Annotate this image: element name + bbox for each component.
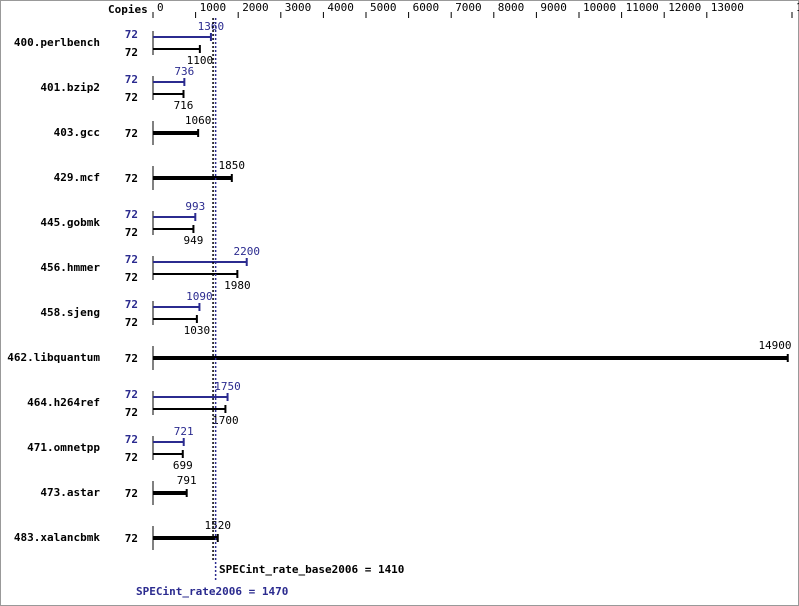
copies-label: 72 — [125, 451, 138, 464]
value-label: 1090 — [186, 290, 213, 303]
value-label: 1750 — [214, 380, 241, 393]
reference-label: SPECint_rate2006 = 1470 — [136, 585, 288, 598]
copies-label: 72 — [125, 73, 138, 86]
copies-label: 72 — [125, 433, 138, 446]
copies-label: 72 — [125, 532, 138, 545]
copies-label: 72 — [125, 271, 138, 284]
category-label: 473.astar — [40, 486, 100, 499]
x-tick-label: 8000 — [498, 1, 525, 14]
x-tick-label: 7000 — [455, 1, 482, 14]
value-label: 1360 — [198, 20, 225, 33]
category-label: 429.mcf — [54, 171, 100, 184]
copies-label: 72 — [125, 127, 138, 140]
category-label: 400.perlbench — [14, 36, 100, 49]
value-label: 993 — [185, 200, 205, 213]
value-label: 791 — [177, 474, 197, 487]
copies-label: 72 — [125, 28, 138, 41]
copies-label: 72 — [125, 298, 138, 311]
x-tick-label: 6000 — [413, 1, 440, 14]
x-tick-label: 4000 — [327, 1, 354, 14]
value-label: 1100 — [187, 54, 214, 67]
x-tick-label: 2000 — [242, 1, 269, 14]
value-label: 1060 — [185, 114, 212, 127]
copies-label: 72 — [125, 208, 138, 221]
copies-label: 72 — [125, 46, 138, 59]
x-tick-label: 15000 — [796, 1, 799, 14]
value-label: 699 — [173, 459, 193, 472]
value-label: 1980 — [224, 279, 251, 292]
copies-label: 72 — [125, 226, 138, 239]
x-tick-label: 12000 — [668, 1, 701, 14]
value-label: 949 — [183, 234, 203, 247]
copies-label: 72 — [125, 388, 138, 401]
value-label: 1520 — [205, 519, 232, 532]
value-label: 1030 — [184, 324, 211, 337]
value-label: 716 — [174, 99, 194, 112]
x-tick-label: 9000 — [540, 1, 567, 14]
value-label: 721 — [174, 425, 194, 438]
x-tick-label: 1000 — [200, 1, 227, 14]
category-label: 401.bzip2 — [40, 81, 100, 94]
category-label: 403.gcc — [54, 126, 100, 139]
x-tick-label: 11000 — [626, 1, 659, 14]
copies-label: 72 — [125, 406, 138, 419]
x-tick-label: 3000 — [285, 1, 312, 14]
x-tick-label: 10000 — [583, 1, 616, 14]
reference-label: SPECint_rate_base2006 = 1410 — [219, 563, 404, 576]
copies-label: 72 — [125, 91, 138, 104]
category-label: 483.xalancbmk — [14, 531, 100, 544]
x-tick-label: 0 — [157, 1, 164, 14]
copies-header: Copies — [108, 3, 148, 16]
copies-label: 72 — [125, 253, 138, 266]
value-label: 14900 — [758, 339, 791, 352]
category-label: 445.gobmk — [40, 216, 100, 229]
category-label: 456.hmmer — [40, 261, 100, 274]
value-label: 2200 — [233, 245, 260, 258]
copies-label: 72 — [125, 487, 138, 500]
category-label: 458.sjeng — [40, 306, 100, 319]
value-label: 1700 — [212, 414, 239, 427]
x-tick-label: 5000 — [370, 1, 397, 14]
category-label: 462.libquantum — [7, 351, 100, 364]
value-label: 736 — [174, 65, 194, 78]
x-tick-label: 13000 — [711, 1, 744, 14]
copies-label: 72 — [125, 316, 138, 329]
copies-label: 72 — [125, 172, 138, 185]
category-label: 471.omnetpp — [27, 441, 100, 454]
value-label: 1850 — [219, 159, 246, 172]
copies-label: 72 — [125, 352, 138, 365]
category-label: 464.h264ref — [27, 396, 100, 409]
